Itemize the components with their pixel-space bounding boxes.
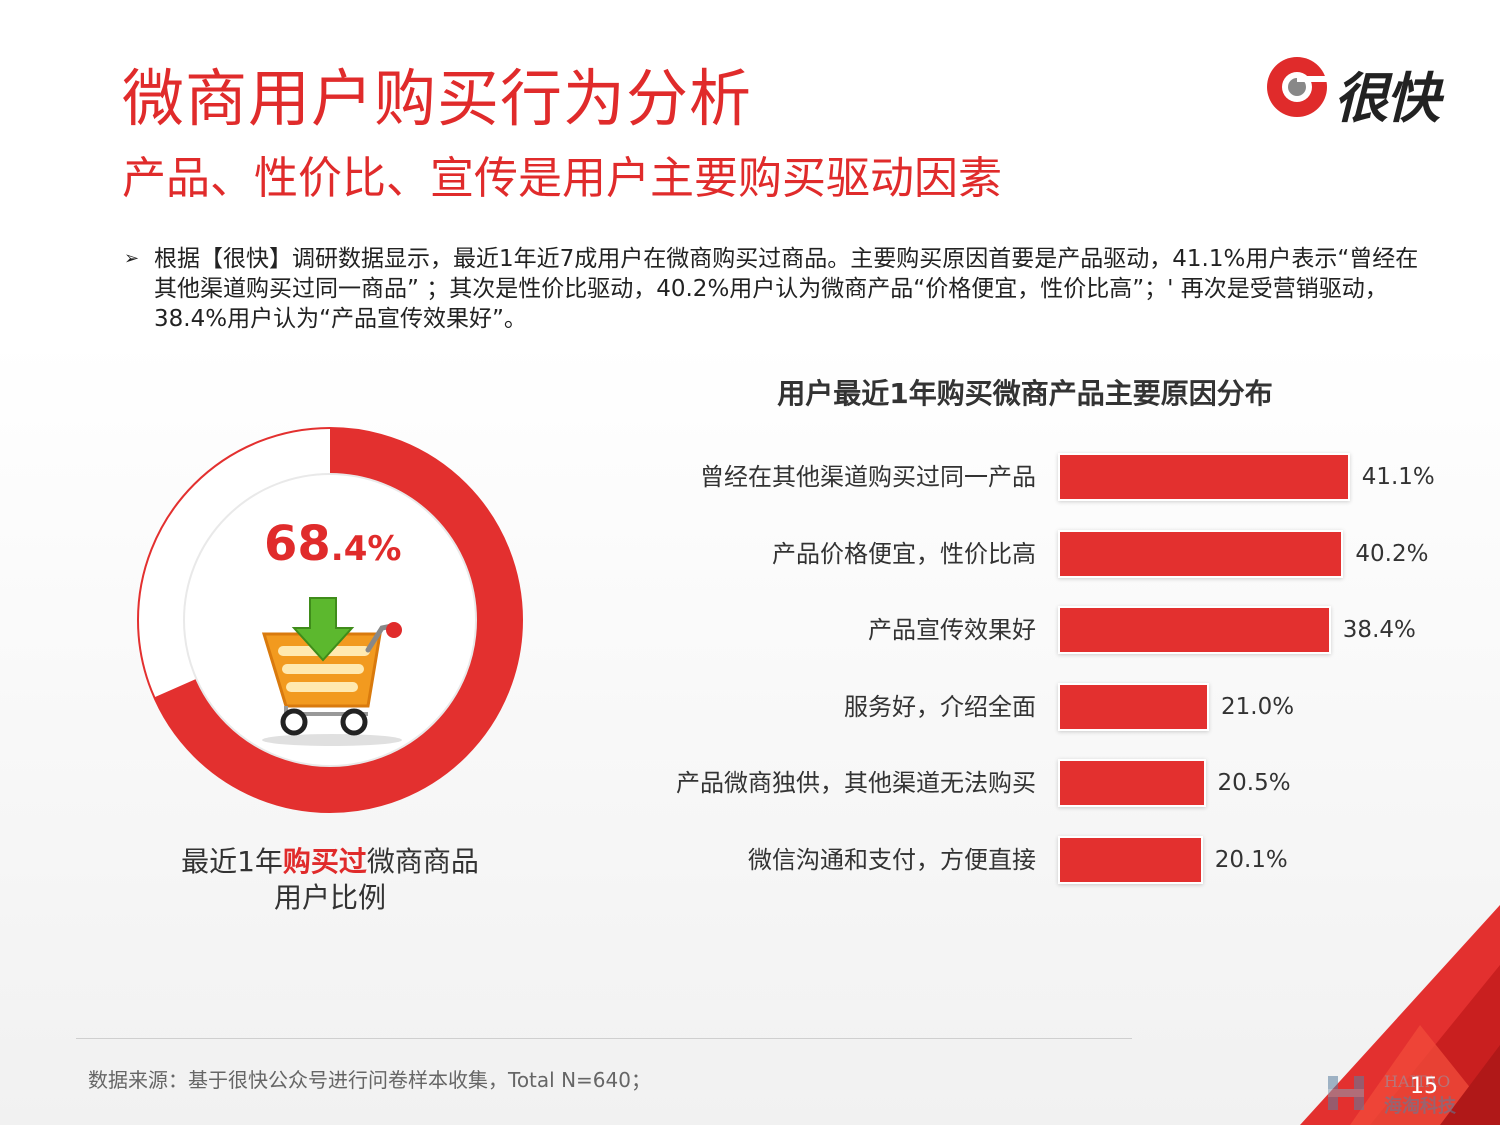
logo-text: 很快 — [1334, 67, 1440, 130]
caption-suffix: 微商商品 — [366, 845, 479, 878]
bar-value-label: 20.5% — [1217, 770, 1291, 796]
bar-label: 服务好，介绍全面 — [844, 692, 1036, 721]
watermark: HAITAO 海淘科技 — [1324, 1072, 1464, 1117]
summary-paragraph: ➢ 根据【很快】调研数据显示，最近1年近7成用户在微商购买过商品。主要购买原因首… — [124, 244, 1424, 334]
donut-caption-line1: 最近1年购买过微商商品 — [130, 844, 530, 880]
bar — [1060, 761, 1204, 805]
bar-value-label: 21.0% — [1221, 693, 1295, 720]
bar — [1060, 684, 1207, 729]
bar — [1060, 608, 1329, 652]
donut-caption: 最近1年购买过微商商品 用户比例 — [130, 844, 530, 916]
brand-logo: 很快 — [1262, 52, 1452, 130]
watermark-text-en: HAITAO — [1384, 1072, 1451, 1091]
watermark-logo-icon — [1328, 1076, 1364, 1110]
donut-percentage-decimal: .4% — [330, 529, 402, 569]
bar-value-label: 20.1% — [1214, 846, 1288, 873]
footer-divider — [76, 1038, 1132, 1039]
logo-mark-icon — [1267, 57, 1327, 117]
summary-text: 根据【很快】调研数据显示，最近1年近7成用户在微商购买过商品。主要购买原因首要是… — [154, 246, 1419, 332]
bar-chart: 曾经在其他渠道购买过同一产品 41.1% 产品价格便宜，性价比高 40.2% 产品宣传效… — [600, 455, 1450, 905]
bar-value-label: 38.4% — [1342, 617, 1416, 643]
bar-label: 微信沟通和支付，方便直接 — [748, 845, 1036, 874]
chart-title: 用户最近1年购买微商产品主要原因分布 — [777, 377, 1273, 410]
watermark-text-cn: 海淘科技 — [1384, 1096, 1456, 1117]
corner-decoration — [1300, 905, 1500, 1125]
donut-percentage: 68.4% — [264, 516, 401, 572]
bar-label: 曾经在其他渠道购买过同一产品 — [700, 463, 1036, 491]
donut-caption-line2: 用户比例 — [273, 881, 386, 914]
page-title: 微商用户购买行为分析 — [122, 62, 753, 135]
caption-prefix: 最近1年 — [181, 845, 283, 878]
bar-value-label: 41.1% — [1361, 464, 1435, 490]
bar-label: 产品微商独供，其他渠道无法购买 — [676, 769, 1036, 797]
page-subtitle: 产品、性价比、宣传是用户主要购买驱动因素 — [122, 153, 1002, 204]
shopping-cart-icon — [261, 597, 402, 746]
bar-value-label: 40.2% — [1355, 540, 1429, 567]
bar-label: 产品宣传效果好 — [868, 616, 1036, 644]
bar — [1060, 837, 1201, 882]
page-number: 15 — [1410, 1074, 1438, 1099]
bar — [1060, 455, 1348, 499]
bar-label: 产品价格便宜，性价比高 — [772, 539, 1036, 568]
bar — [1060, 531, 1342, 576]
data-source-note: 数据来源：基于很快公众号进行问卷样本收集，Total N=640； — [88, 1068, 651, 1092]
donut-percentage-main: 68 — [264, 516, 331, 572]
caption-highlight: 购买过 — [282, 845, 367, 878]
bullet-arrow-icon: ➢ — [124, 248, 140, 269]
